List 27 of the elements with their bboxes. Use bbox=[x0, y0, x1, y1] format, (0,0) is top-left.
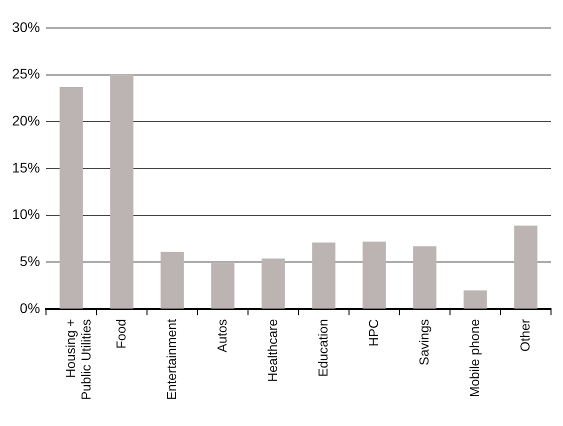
y-tick-label: 20% bbox=[12, 112, 40, 129]
x-tick-label: HPC bbox=[366, 319, 381, 347]
y-tick-label: 15% bbox=[12, 159, 40, 176]
x-tick-label: Savings bbox=[416, 318, 432, 366]
x-tick-label: Autos bbox=[214, 318, 230, 352]
y-tick-label: 0% bbox=[20, 300, 40, 316]
x-tick-label: Entertainment bbox=[164, 318, 179, 400]
bar bbox=[514, 226, 538, 309]
y-tick-label: 30% bbox=[12, 18, 40, 35]
y-tick-label: 5% bbox=[20, 253, 40, 270]
bar bbox=[110, 74, 134, 309]
bar bbox=[464, 290, 487, 309]
bar bbox=[362, 242, 386, 309]
y-tick-label: 10% bbox=[12, 206, 40, 222]
x-tick-label: Other bbox=[517, 318, 532, 352]
bar bbox=[60, 87, 83, 309]
x-tick-label: Healthcare bbox=[264, 319, 280, 382]
bar bbox=[211, 263, 234, 309]
x-tick-label: Mobile phone bbox=[466, 319, 482, 398]
bar bbox=[413, 246, 436, 309]
bar bbox=[262, 258, 285, 309]
bar bbox=[160, 252, 184, 309]
bar bbox=[312, 242, 336, 309]
x-tick-label: Housing + Public Utilities bbox=[62, 318, 94, 400]
x-tick-label: Food bbox=[113, 319, 128, 349]
x-tick-label: Education bbox=[315, 319, 330, 377]
y-tick-label: 25% bbox=[12, 66, 40, 82]
